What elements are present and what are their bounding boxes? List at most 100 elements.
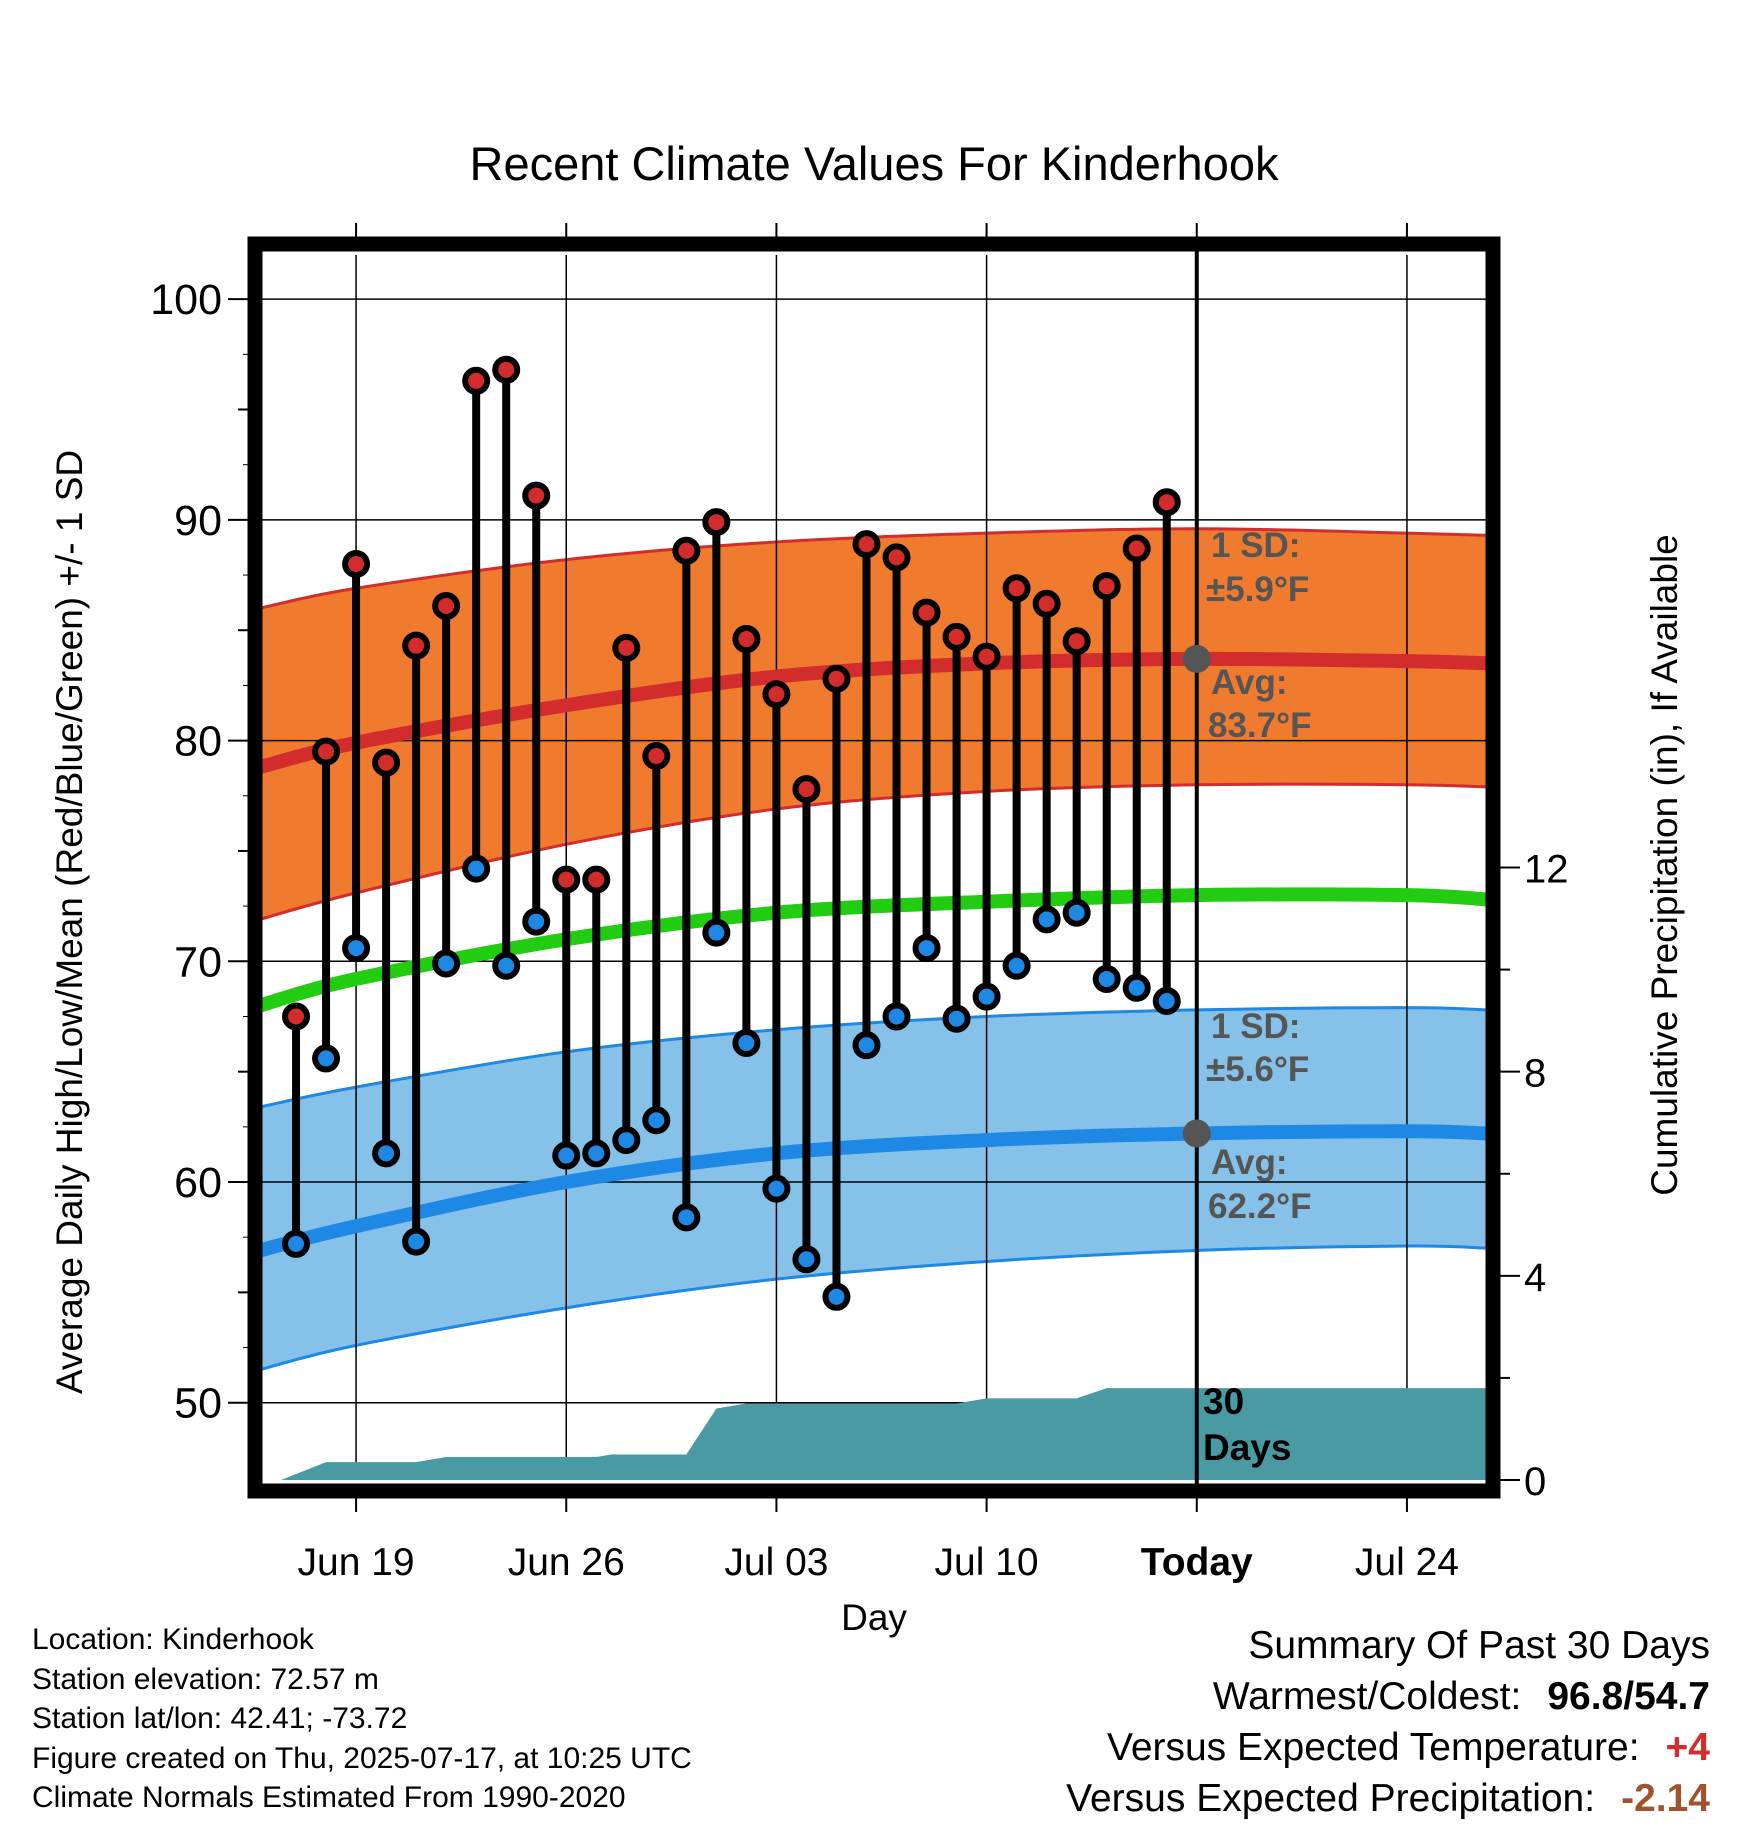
y-tick-label: 100 (150, 276, 222, 324)
y-tick-label: 50 (174, 1380, 222, 1428)
today-marker (1182, 245, 1211, 1490)
days-label: Days (1203, 1427, 1291, 1468)
daily-high-point (1092, 572, 1121, 601)
daily-low-point (732, 1028, 761, 1057)
daily-low-point (372, 1139, 401, 1168)
daily-high-point (312, 737, 341, 766)
location-text: Location: Kinderhook (32, 1623, 314, 1656)
daily-low-point (852, 1031, 881, 1060)
daily-high-point (342, 550, 371, 579)
daily-high-point (522, 481, 551, 510)
daily-low-point (402, 1227, 431, 1256)
warmest-value: 96.8/54.7 (1547, 1675, 1710, 1718)
plot-frame (247, 236, 1501, 1499)
x-axis-label: Day (841, 1597, 907, 1638)
latlon-text: Station lat/lon: 42.41; -73.72 (32, 1702, 408, 1735)
daily-high-point (1062, 627, 1091, 656)
daily-low-point (792, 1245, 821, 1274)
elevation-text: Station elevation: 72.57 m (32, 1662, 379, 1696)
daily-high-point (882, 543, 911, 572)
daily-high-point (1032, 589, 1061, 618)
daily-low-point (1122, 973, 1151, 1002)
daily-high-point (612, 633, 641, 662)
daily-low-point (612, 1126, 641, 1155)
plot-border (247, 236, 1501, 1499)
daily-high-point (972, 642, 1001, 671)
summary-warmest-row: Warmest/Coldest: 96.8/54.7 (1066, 1671, 1710, 1722)
x-tick-label: Jun 26 (508, 1541, 625, 1584)
low-avg-label: Avg: (1211, 1143, 1287, 1182)
y2-tick-label: 0 (1524, 1460, 1546, 1504)
daily-low-point (312, 1044, 341, 1073)
x-tick-label: Today (1141, 1541, 1253, 1584)
x-tick-label: Jul 10 (935, 1541, 1039, 1584)
high-sd-value: ±5.9°F (1206, 570, 1309, 609)
precipitation-area (281, 1388, 1489, 1480)
daily-high-point (282, 1002, 311, 1031)
daily-high-point (552, 865, 581, 894)
warmest-label: Warmest/Coldest: (1212, 1675, 1522, 1718)
y-tick-label: 90 (174, 497, 222, 545)
axes-ticks: 50 60 70 80 90 100 0 4 8 12 Jun 19 Jun 26 Jul 03 Jul … (150, 223, 1569, 1584)
today-low-avg-dot (1182, 1119, 1211, 1148)
summary-temp-row: Versus Expected Temperature: +4 (1066, 1722, 1710, 1773)
low-sd-label: 1 SD: (1211, 1007, 1300, 1046)
daily-high-point (1122, 534, 1151, 563)
low-avg-value: 62.2°F (1208, 1187, 1312, 1226)
daily-low-point (432, 949, 461, 978)
low-sd-lower-edge (259, 1244, 1489, 1372)
temp-value: +4 (1665, 1726, 1710, 1769)
y-axis-label: Average Daily High/Low/Mean (Red/Blue/Gr… (49, 450, 90, 1394)
precip-label: Versus Expected Precipitation: (1066, 1777, 1596, 1820)
y-tick-label: 60 (174, 1159, 222, 1207)
high-sd-upper-edge (259, 527, 1489, 610)
daily-high-point (852, 530, 881, 559)
x-tick-label: Jun 19 (298, 1541, 415, 1584)
y-tick-label: 80 (174, 718, 222, 766)
precip-area-fill (281, 1388, 1489, 1480)
daily-low-point (522, 907, 551, 936)
daily-range-stems (282, 355, 1181, 1311)
summary-panel: Summary Of Past 30 Days Warmest/Coldest:… (1066, 1620, 1710, 1824)
days-count: 30 (1203, 1381, 1244, 1422)
daily-high-point (912, 598, 941, 627)
low-sd-value: ±5.6°F (1206, 1050, 1309, 1089)
daily-low-point (672, 1203, 701, 1232)
daily-low-point (702, 918, 731, 947)
summary-title: Summary Of Past 30 Days (1248, 1624, 1710, 1667)
daily-low-point (762, 1174, 791, 1203)
daily-high-point (762, 680, 791, 709)
daily-low-point (342, 934, 371, 963)
daily-high-point (492, 355, 521, 384)
high-sd-band (260, 528, 1488, 920)
normals-text: Climate Normals Estimated From 1990-2020 (32, 1781, 626, 1814)
daily-low-point (1152, 987, 1181, 1016)
daily-low-point (912, 934, 941, 963)
daily-high-point (432, 591, 461, 620)
daily-high-point (702, 508, 731, 537)
y2-tick-label: 4 (1524, 1256, 1546, 1300)
daily-low-point (582, 1139, 611, 1168)
high-avg-value: 83.7°F (1208, 706, 1312, 745)
daily-high-point (822, 664, 851, 693)
y-tick-label: 70 (174, 938, 222, 986)
daily-high-point (1152, 488, 1181, 517)
high-sd-label: 1 SD: (1211, 526, 1300, 565)
daily-low-point (942, 1004, 971, 1033)
daily-low-point (462, 854, 491, 883)
daily-low-point (492, 951, 521, 980)
daily-low-point (882, 1002, 911, 1031)
today-high-avg-dot (1182, 644, 1211, 673)
daily-high-point (732, 625, 761, 654)
daily-high-point (462, 366, 491, 395)
precip-value: -2.14 (1621, 1777, 1710, 1820)
daily-high-point (642, 742, 671, 771)
daily-high-point (582, 865, 611, 894)
y2-axis-label: Cumulative Precipitation (in), If Availa… (1644, 534, 1685, 1196)
high-avg-label: Avg: (1211, 663, 1287, 702)
daily-low-point (1092, 964, 1121, 993)
chart-title: Recent Climate Values For Kinderhook (470, 137, 1279, 190)
x-tick-label: Jul 24 (1355, 1541, 1459, 1584)
daily-low-point (1032, 905, 1061, 934)
